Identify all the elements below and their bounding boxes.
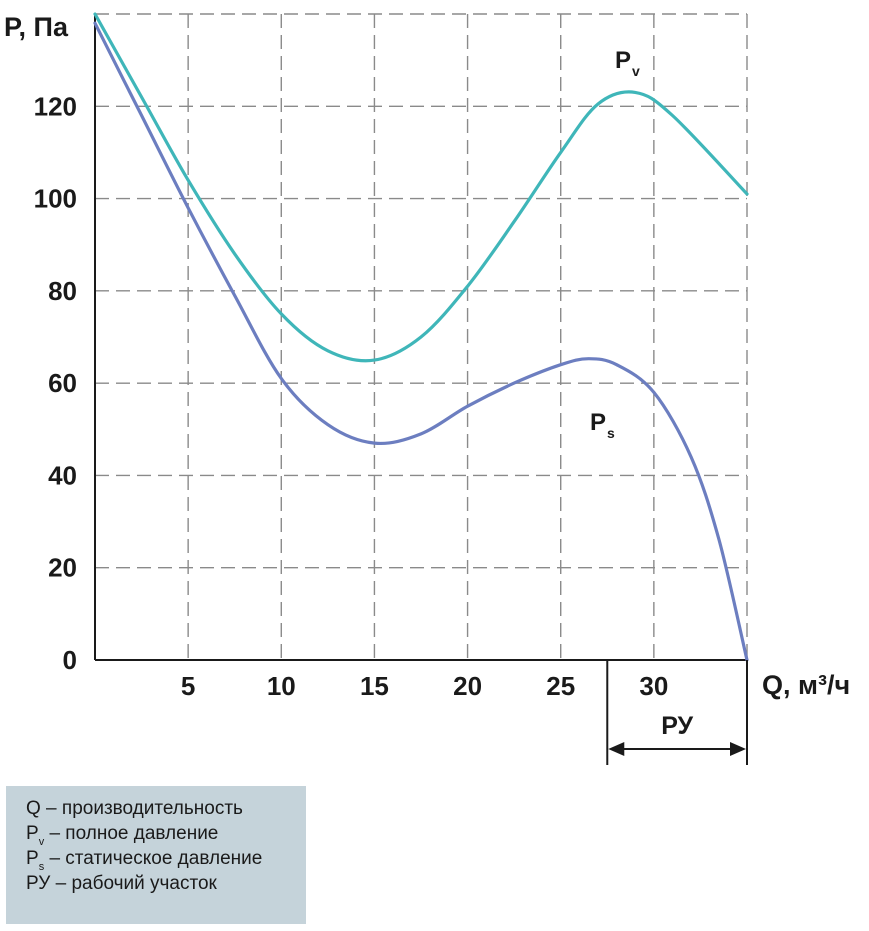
legend-item-pv: Pv – полное давление [26,823,219,848]
series-labels: Pv Ps [590,47,640,441]
grid [94,13,748,660]
pressure-flow-chart: 5 10 15 20 25 30 0 20 40 60 80 100 120 P, Па Q, м³/ч… [4,12,850,765]
x-tick-label: 20 [453,671,482,701]
y-tick-label: 120 [34,91,77,121]
series-label-ps: Ps [590,409,615,441]
series-label-pv: Pv [615,47,640,79]
y-tick-label: 60 [48,368,77,398]
x-axis-title: Q, м³/ч [762,670,850,700]
tick-labels: 5 10 15 20 25 30 0 20 40 60 80 100 120 [34,91,669,701]
x-tick-label: 10 [267,671,296,701]
series-line-pv [93,12,749,363]
y-tick-label: 20 [48,553,77,583]
working-range-label: РУ [661,712,693,740]
y-axis-title: P, Па [4,12,69,42]
x-tick-label: 5 [181,671,195,701]
axes [94,14,747,661]
y-tick-label: 0 [63,645,77,675]
series [93,12,749,662]
arrow-head-left-icon [608,742,625,756]
y-tick-label: 100 [34,184,77,214]
legend-item-ps: Ps – статическое давление [26,848,263,873]
x-tick-label: 30 [639,671,668,701]
x-tick-label: 15 [360,671,389,701]
y-tick-label: 40 [48,460,77,490]
y-tick-label: 80 [48,276,77,306]
legend-item-q: Q – производительность [26,798,243,819]
legend-item-ru: РУ – рабочий участок [26,873,217,894]
legend: Q – производительность Pv – полное давле… [6,786,306,924]
series-line-ps [93,21,749,662]
x-tick-label: 25 [546,671,575,701]
arrow-head-right-icon [730,742,746,756]
working-range-marker: РУ [606,660,748,765]
